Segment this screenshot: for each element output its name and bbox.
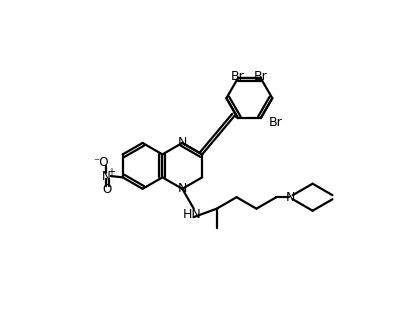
Text: N: N xyxy=(178,182,187,195)
Text: N: N xyxy=(178,136,187,149)
Text: Br: Br xyxy=(231,70,245,83)
Text: Br: Br xyxy=(254,70,268,83)
Text: N: N xyxy=(286,191,295,204)
Text: O: O xyxy=(103,183,112,196)
Text: HN: HN xyxy=(183,208,202,221)
Text: N: N xyxy=(102,169,111,183)
Text: +: + xyxy=(107,167,115,177)
Text: Br: Br xyxy=(269,116,282,129)
Text: ⁻O: ⁻O xyxy=(93,156,108,168)
